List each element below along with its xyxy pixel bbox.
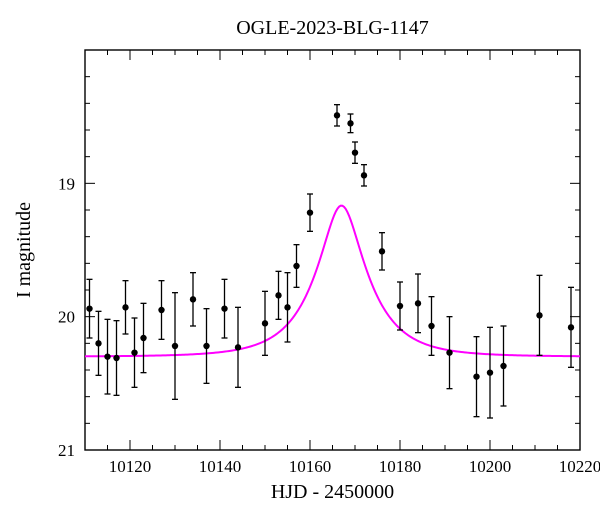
svg-text:10160: 10160 xyxy=(289,457,332,476)
data-point xyxy=(131,349,137,355)
data-point xyxy=(500,363,506,369)
data-point xyxy=(284,304,290,310)
data-point xyxy=(86,305,92,311)
data-point xyxy=(347,120,353,126)
data-point xyxy=(352,149,358,155)
data-point xyxy=(158,307,164,313)
data-point xyxy=(446,349,452,355)
data-point xyxy=(104,353,110,359)
data-point xyxy=(95,340,101,346)
data-point xyxy=(361,172,367,178)
data-point xyxy=(172,343,178,349)
data-point xyxy=(307,209,313,215)
data-point xyxy=(235,344,241,350)
data-point xyxy=(122,304,128,310)
svg-text:20: 20 xyxy=(58,308,75,327)
svg-text:10140: 10140 xyxy=(199,457,242,476)
data-point xyxy=(203,343,209,349)
data-point xyxy=(190,296,196,302)
data-point xyxy=(397,303,403,309)
data-point xyxy=(473,373,479,379)
svg-text:19: 19 xyxy=(58,174,75,193)
data-point xyxy=(221,305,227,311)
data-point xyxy=(275,292,281,298)
data-point xyxy=(568,324,574,330)
data-point xyxy=(334,112,340,118)
light-curve-chart: 10120 10140 10160 10180 10200 10220 19 20 21 OGLE… xyxy=(0,0,600,512)
data-point xyxy=(262,320,268,326)
svg-text:21: 21 xyxy=(58,441,75,460)
data-point xyxy=(415,300,421,306)
svg-text:10200: 10200 xyxy=(469,457,512,476)
data-point xyxy=(140,335,146,341)
svg-text:10220: 10220 xyxy=(559,457,600,476)
x-axis-label: HJD - 2450000 xyxy=(271,481,394,503)
data-point xyxy=(428,323,434,329)
data-point xyxy=(293,263,299,269)
y-axis-label: I magnitude xyxy=(13,202,35,298)
data-point xyxy=(379,248,385,254)
data-point xyxy=(487,369,493,375)
data-point xyxy=(536,312,542,318)
chart-title: OGLE-2023-BLG-1147 xyxy=(236,17,429,39)
data-point xyxy=(113,355,119,361)
svg-text:10120: 10120 xyxy=(109,457,152,476)
svg-text:10180: 10180 xyxy=(379,457,422,476)
